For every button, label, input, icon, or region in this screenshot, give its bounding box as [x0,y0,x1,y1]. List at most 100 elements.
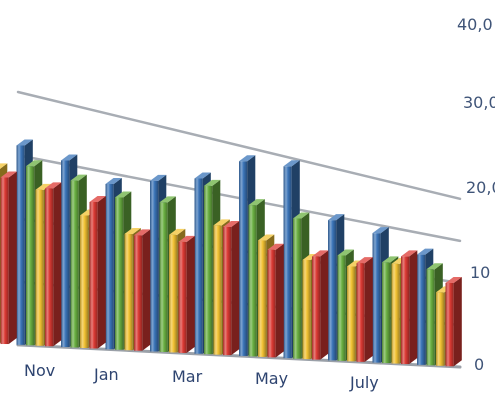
bar-top [445,276,462,283]
bar-top [134,229,151,236]
bar-front [445,282,454,367]
bar-front [293,218,302,359]
bar-top [70,174,87,181]
bar [0,171,17,345]
bar-top [16,139,33,146]
bar-top [89,195,106,202]
bar-front [417,254,426,365]
bar [223,220,240,356]
bar-top [105,177,122,184]
bar-front [89,201,98,349]
bar-front [213,225,222,355]
bar-front [401,256,410,365]
bar-top [194,172,211,179]
bar-front [0,177,9,345]
bar-top [178,235,195,242]
bar-front [347,266,356,362]
bar-front [45,188,54,347]
bar-front [159,202,168,352]
bar-front [302,259,311,360]
x-tick-label: Mar [172,367,203,386]
bar-top [417,248,434,255]
bar-front [169,234,178,353]
bar-top [45,182,62,189]
bar-top [239,155,256,162]
bar-front [356,263,365,362]
bar-front [178,241,187,353]
bar-side [320,250,329,360]
bar-front [134,235,143,351]
bar-front [248,205,257,357]
y-tick-label: 10 [470,263,490,282]
bar-front [328,220,337,361]
bar-side [364,257,373,362]
bar-side [275,243,284,358]
bar-top [312,250,329,257]
bar-front [26,166,35,346]
bar-top [124,227,141,234]
y-tick-label: 0 [474,355,484,374]
x-tick-label: Jan [93,365,119,384]
bar-front [382,262,391,364]
x-tick-label: July [349,373,379,392]
bar-front [426,269,435,366]
bar [178,235,195,353]
bar-front [35,189,44,346]
bar-top [293,212,310,219]
bar-top [26,160,43,167]
bar [45,182,62,347]
bar-top [328,214,345,221]
bar-front [337,255,346,361]
bar [445,276,462,367]
bar-top [159,196,176,203]
bar [89,195,106,349]
bar-front [239,161,248,356]
bar-front [436,292,445,366]
bar-top [61,154,78,161]
y-tick-label: 30,0 [463,93,495,112]
bar-top [426,263,443,270]
bar-front [70,180,79,348]
bar-top [35,183,52,190]
y-tick-label: 40,0 [457,15,493,34]
y-tick-label: 20,0 [466,178,495,197]
bar-top [337,249,354,256]
bar-top [372,227,389,234]
bar-top [213,219,230,226]
bar-top [0,171,17,178]
bar-front [124,233,133,351]
bar-top [169,228,186,235]
bar [401,250,418,365]
bar-front [283,166,292,359]
bar-front [194,178,203,354]
bar-side [97,195,106,349]
bar-front [258,240,267,357]
bar [356,257,373,362]
bar-front [80,215,89,348]
x-tick-label: Nov [24,361,55,380]
bar-top [283,160,300,167]
bar-top [204,179,221,186]
bar-top [258,234,275,241]
bar-front [312,256,321,360]
gridline [16,90,462,201]
bar-front [204,185,213,355]
bar-side [8,171,17,345]
bar [134,229,151,351]
bar-top [0,163,8,169]
bar-top [115,191,132,198]
x-tick-label: May [255,369,288,388]
bar-side [231,220,240,356]
bar-top [248,199,265,206]
bar-side [409,250,418,365]
bar-top [267,243,284,250]
bar-top [223,220,240,227]
bar-side [142,229,151,351]
bar-top [401,250,418,257]
bar-front [16,145,25,345]
bar-front [115,197,124,350]
bar-top [150,174,167,181]
bar-top [356,257,373,264]
bar-front [267,249,276,358]
